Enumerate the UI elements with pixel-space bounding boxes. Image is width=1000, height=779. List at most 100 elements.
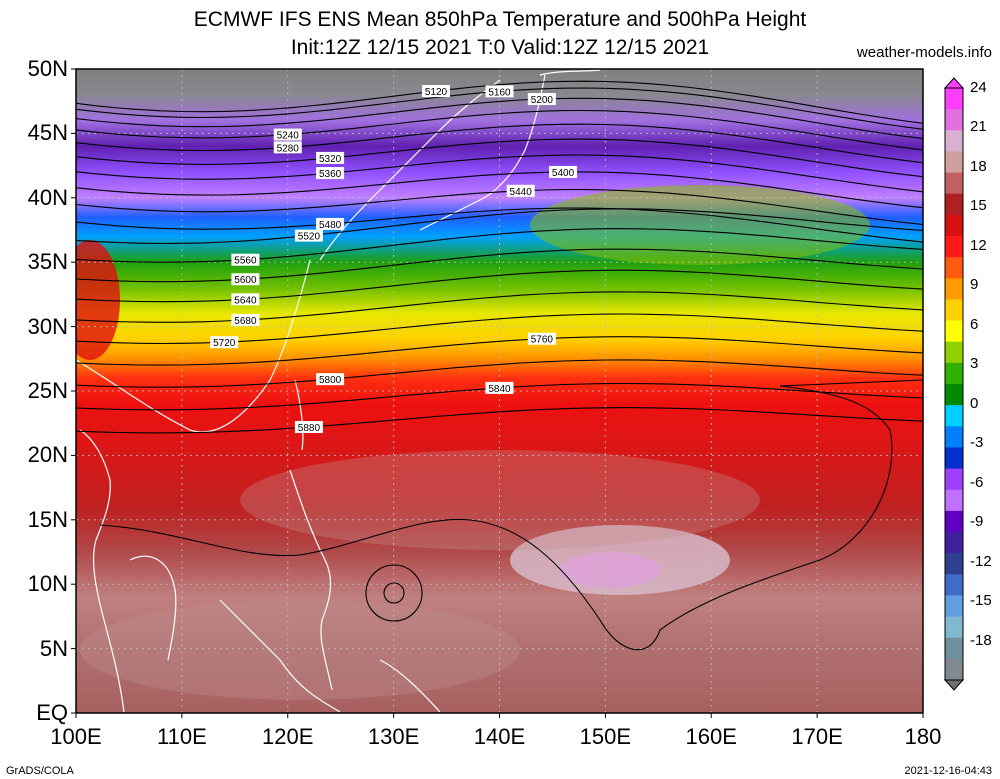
colorbar-swatch xyxy=(945,384,963,406)
lat-label: 10N xyxy=(27,571,68,597)
lat-label: 35N xyxy=(27,249,68,275)
colorbar-swatch xyxy=(945,468,963,491)
height-label-box xyxy=(527,93,556,106)
colorbar-swatch xyxy=(945,151,963,174)
height-contour xyxy=(76,109,923,151)
colorbar-label: -6 xyxy=(970,473,984,491)
height-contour xyxy=(76,407,923,434)
height-label-box xyxy=(210,336,239,349)
height-label: 5240 xyxy=(273,128,302,142)
lon-label: 130E xyxy=(367,724,420,749)
colorbar-swatch xyxy=(945,320,963,343)
height-label-text: 5280 xyxy=(277,143,300,154)
height-label: 5400 xyxy=(549,165,578,179)
height-label-text: 5360 xyxy=(319,169,342,180)
height-contour xyxy=(76,97,923,140)
colorbar-swatch xyxy=(945,574,963,596)
colorbar-label: -15 xyxy=(970,592,992,610)
colorbar-swatch xyxy=(945,88,963,110)
colorbar-swatch xyxy=(945,637,963,660)
height-contour xyxy=(76,291,923,323)
height-label-box xyxy=(549,165,578,178)
colorbar-swatch xyxy=(945,236,963,258)
height-contour xyxy=(76,248,923,283)
title-line2: Init:12Z 12/15 2021 T:0 Valid:12Z 12/15 … xyxy=(290,36,710,59)
height-label-box xyxy=(316,151,345,164)
height-label-box xyxy=(316,373,345,386)
colorbar-swatch xyxy=(945,553,963,575)
colorbar-swatch xyxy=(945,299,963,322)
lat-label: 25N xyxy=(27,378,68,403)
colorbar-max-arrow xyxy=(943,77,965,89)
lat-label: 40N xyxy=(27,184,68,210)
lon-label: 120E xyxy=(262,724,314,749)
colorbar-swatch xyxy=(945,510,963,533)
colorbar-swatch xyxy=(945,532,963,554)
coast-north xyxy=(539,69,601,76)
colorbar-swatch xyxy=(945,278,963,300)
lon-label: 170E xyxy=(791,724,843,749)
colorbar-swatch xyxy=(945,130,963,152)
height-contour xyxy=(76,269,923,303)
lat-label: 50N xyxy=(27,56,68,81)
lon-label: 160E xyxy=(685,724,737,749)
height-label: 5840 xyxy=(485,381,514,395)
height-label: 5800 xyxy=(316,373,345,386)
coast-borneo xyxy=(219,599,341,713)
height-label: 5560 xyxy=(231,253,260,267)
colorbar-swatch xyxy=(945,172,963,195)
colorbar-label: 0 xyxy=(970,394,979,412)
colorbar-label: 6 xyxy=(970,315,979,333)
height-contour-5880-south xyxy=(99,379,923,651)
height-label-box xyxy=(421,85,450,98)
height-label-box xyxy=(506,184,535,197)
lon-label: 140E xyxy=(473,724,526,749)
axis-ticks xyxy=(71,68,924,718)
colorbar-label: 3 xyxy=(970,355,979,373)
height-label: 5680 xyxy=(231,313,260,327)
height-contour xyxy=(76,336,923,366)
height-contour-low-inner xyxy=(383,582,405,604)
colorbar-label: 21 xyxy=(970,118,987,136)
green-band xyxy=(530,185,870,265)
coast-taiwan xyxy=(294,379,304,451)
height-label-box xyxy=(231,313,260,326)
pale-band xyxy=(240,450,760,550)
height-label: 5760 xyxy=(527,332,556,346)
colorbar-swatch xyxy=(945,109,963,131)
colorbar-min-arrow xyxy=(943,679,965,691)
height-contour-5840-low xyxy=(365,564,423,622)
lat-label: 45N xyxy=(27,120,68,146)
height-label-text: 5800 xyxy=(319,375,342,386)
height-label-text: 5600 xyxy=(234,275,257,286)
height-contour xyxy=(76,189,923,226)
height-label-text: 5160 xyxy=(488,87,511,98)
colorbar-swatch xyxy=(945,426,963,448)
coast-malaya xyxy=(129,555,177,661)
height-label-box xyxy=(294,421,323,434)
lon-label: 180 xyxy=(904,724,942,749)
height-label-text: 5760 xyxy=(531,335,554,346)
colorbar xyxy=(943,77,965,691)
height-contour xyxy=(76,171,923,209)
coast-newguinea xyxy=(379,659,441,713)
height-contour xyxy=(76,154,923,193)
height-label-box xyxy=(485,85,514,98)
colorbar-swatch xyxy=(945,658,963,681)
height-label-box xyxy=(273,141,302,154)
height-label-text: 5320 xyxy=(319,154,342,165)
height-label: 5600 xyxy=(231,273,260,286)
height-label: 5520 xyxy=(294,229,323,243)
lat-label: 20N xyxy=(27,442,68,468)
height-label: 5720 xyxy=(210,336,239,349)
lat-label: 30N xyxy=(27,313,68,339)
height-label: 5480 xyxy=(316,217,345,231)
footer-right: 2021-12-16-04:43 xyxy=(904,765,992,777)
colorbar-label: 9 xyxy=(970,276,979,294)
height-contour xyxy=(76,138,923,178)
colorbar-label: -12 xyxy=(970,552,992,570)
colorbar-swatch xyxy=(945,193,963,216)
colorbar-label: 15 xyxy=(970,197,987,215)
height-label-text: 5400 xyxy=(552,168,575,179)
